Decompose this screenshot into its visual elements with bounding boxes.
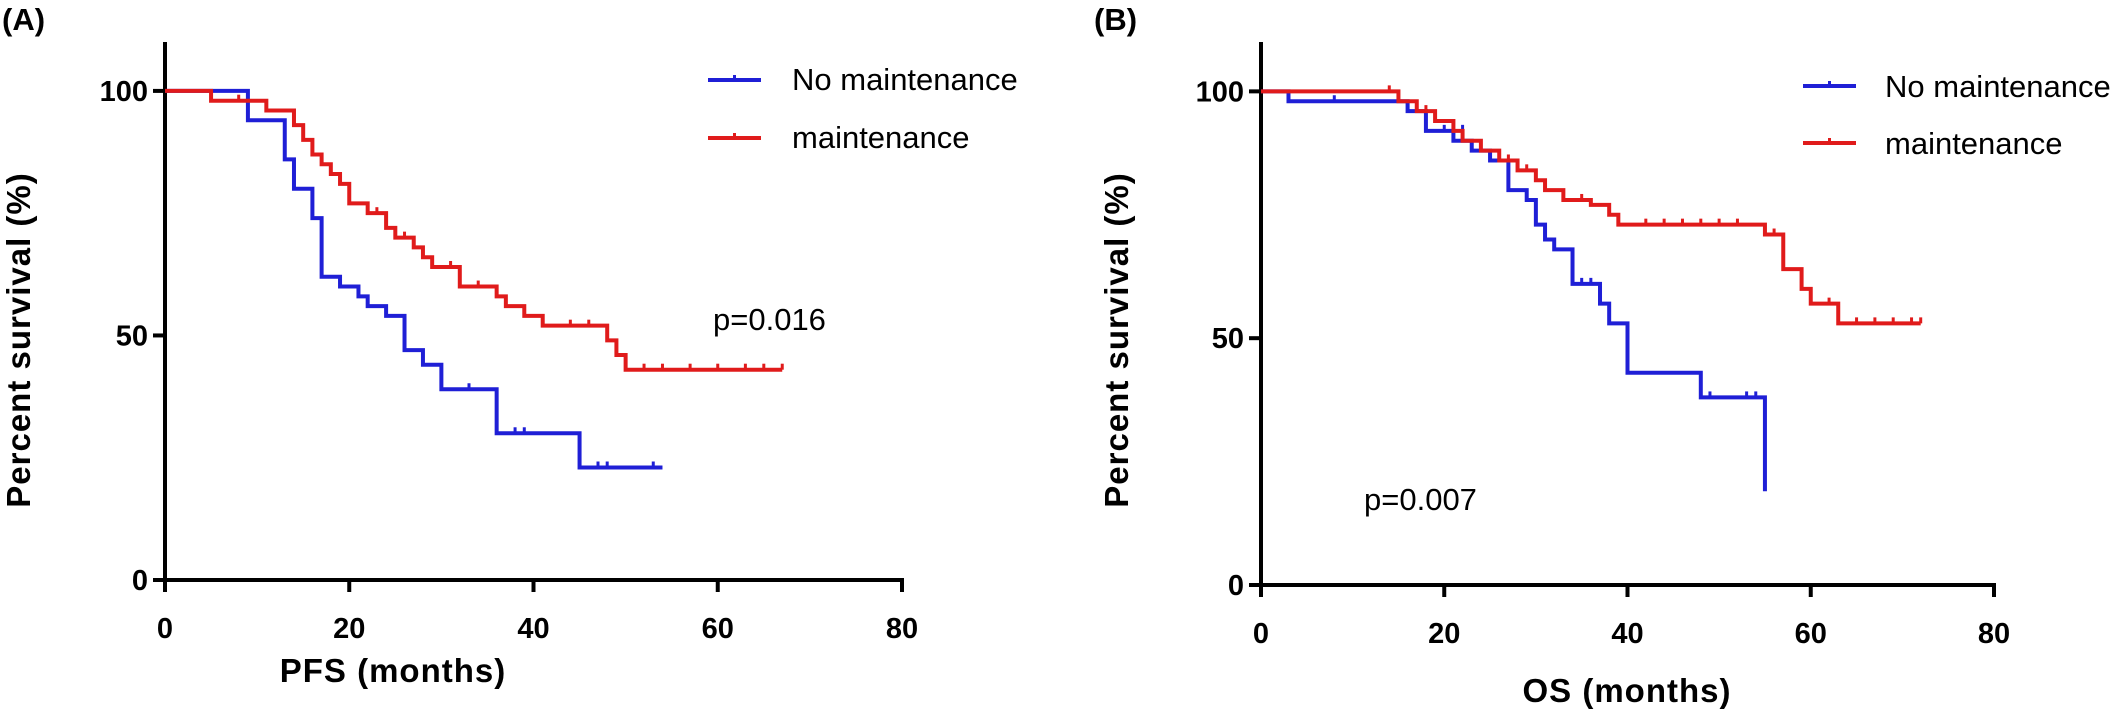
panel-b-label: (B)	[1094, 2, 1137, 37]
x-tick-label: 80	[1978, 618, 2010, 650]
panel-a-axes: 0 20 40 60 80 0 50 100	[100, 42, 918, 645]
y-tick-label: 0	[1228, 570, 1244, 602]
x-tick-label: 60	[702, 613, 734, 645]
y-tick-label: 100	[1196, 76, 1244, 108]
legend-label-no-maintenance: No maintenance	[1885, 69, 2111, 104]
y-tick-label: 100	[100, 76, 148, 108]
legend-label-maintenance: maintenance	[1885, 126, 2063, 161]
x-tick-label: 60	[1795, 618, 1827, 650]
x-tick-label: 40	[1611, 618, 1643, 650]
panel-b: (B) Percent survival (%) OS (months) p=0…	[1094, 2, 2111, 709]
panel-b-plot-area	[1261, 85, 1923, 492]
panel-a-plot-area	[165, 88, 784, 470]
panel-b-legend: No maintenance maintenance	[1803, 69, 2111, 161]
panel-a-xlabel: PFS (months)	[280, 652, 506, 689]
panel-a-ylabel: Percent survival (%)	[0, 172, 37, 507]
panel-a-pvalue: p=0.016	[713, 302, 826, 337]
y-tick-label: 50	[116, 320, 148, 352]
x-tick-label: 20	[1428, 618, 1460, 650]
legend-label-maintenance: maintenance	[792, 120, 970, 155]
series-line-no-maintenance	[165, 88, 663, 470]
panel-b-axes: 0 20 40 60 80 0 50 100	[1196, 42, 2010, 650]
y-tick-label: 50	[1212, 323, 1244, 355]
legend-label-no-maintenance: No maintenance	[792, 62, 1018, 97]
panel-a-legend: No maintenance maintenance	[708, 62, 1018, 155]
x-tick-label: 0	[157, 613, 173, 645]
x-tick-label: 0	[1253, 618, 1269, 650]
x-tick-label: 40	[517, 613, 549, 645]
panel-b-ylabel: Percent survival (%)	[1098, 172, 1135, 507]
series-line-no-maintenance	[1261, 89, 1767, 492]
x-tick-label: 20	[333, 613, 365, 645]
series-line-maintenance	[165, 88, 783, 372]
panel-b-pvalue: p=0.007	[1364, 482, 1477, 517]
x-tick-label: 80	[886, 613, 918, 645]
y-tick-label: 0	[132, 565, 148, 597]
panel-a: (A) Percent survival (%) PFS (months) p=…	[0, 2, 1018, 689]
panel-a-label: (A)	[2, 2, 45, 37]
panel-b-xlabel: OS (months)	[1523, 672, 1732, 709]
series-line-maintenance	[1261, 89, 1921, 326]
